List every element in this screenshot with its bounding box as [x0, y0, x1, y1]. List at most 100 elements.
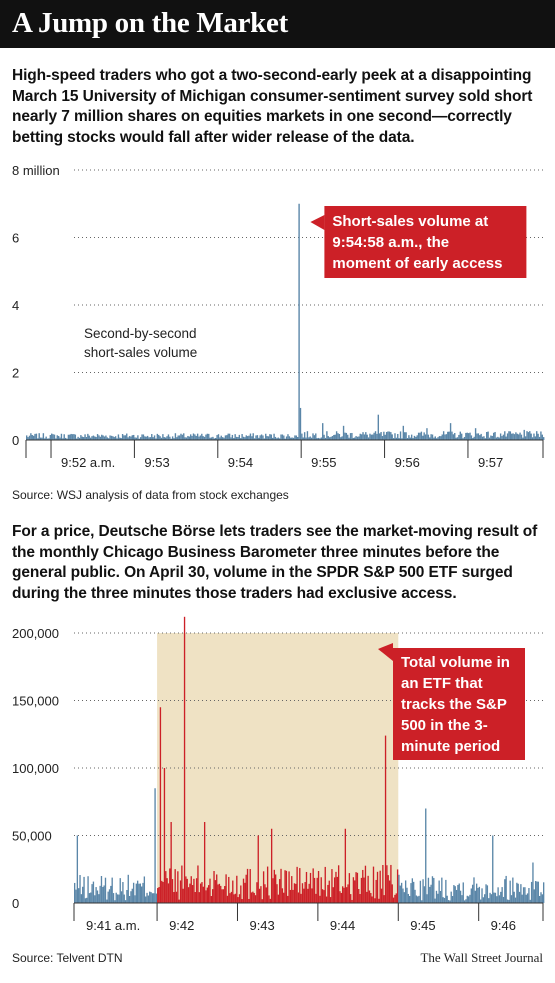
volume-bar — [529, 431, 531, 440]
volume-bar — [344, 828, 347, 903]
volume-bar — [459, 890, 462, 903]
volume-bar — [199, 435, 202, 440]
volume-bar — [362, 869, 364, 903]
volume-bar — [262, 871, 265, 903]
volume-bar — [145, 896, 147, 903]
volume-bar — [524, 436, 527, 440]
volume-bar — [457, 884, 459, 903]
x-tick-label: 9:57 — [478, 455, 503, 470]
volume-bar — [155, 893, 158, 903]
volume-bar — [181, 865, 183, 903]
volume-bar — [89, 437, 92, 440]
intro-text-2: For a price, Deutsche Börse lets traders… — [12, 523, 538, 602]
volume-bar — [221, 889, 223, 903]
volume-bar — [378, 898, 380, 903]
volume-bar — [302, 437, 304, 440]
volume-bar — [157, 888, 159, 903]
volume-bar — [102, 435, 104, 440]
volume-bar — [518, 891, 521, 903]
volume-bar — [499, 433, 502, 440]
volume-bar — [402, 425, 405, 440]
volume-bar — [317, 870, 320, 903]
volume-bar — [120, 438, 122, 440]
volume-bar — [52, 434, 54, 440]
volume-bar — [326, 431, 328, 440]
volume-bar — [495, 437, 498, 440]
volume-bar — [100, 876, 103, 903]
volume-bar — [536, 881, 538, 903]
volume-bar — [147, 895, 150, 903]
volume-bar — [260, 886, 262, 903]
volume-bar — [149, 891, 151, 903]
volume-bar — [217, 434, 220, 440]
volume-bar — [416, 435, 418, 440]
y-tick-label: 2 — [12, 366, 19, 381]
volume-bar — [88, 893, 91, 903]
volume-bar — [146, 892, 148, 903]
volume-bar — [514, 897, 517, 903]
volume-bar — [433, 437, 435, 440]
volume-bar — [103, 436, 106, 440]
volume-bar — [84, 434, 86, 440]
volume-bar — [515, 432, 517, 440]
volume-bar — [270, 434, 272, 440]
volume-bar — [537, 881, 539, 903]
volume-bar — [241, 899, 243, 903]
volume-bar — [73, 434, 75, 440]
short-sales-volume-chart: 0 2 4 6 8 million 9:52 a.m. 9:53 9:54 9:55 9:56 9:… — [12, 163, 545, 470]
volume-bar — [59, 437, 61, 440]
volume-bar — [138, 438, 140, 440]
y-tick-label: 0 — [12, 433, 19, 448]
volume-bar — [279, 879, 281, 903]
volume-bar — [292, 437, 295, 440]
volume-bar — [116, 438, 118, 440]
volume-bar — [255, 435, 257, 440]
volume-bar — [175, 891, 178, 903]
volume-bar — [248, 435, 250, 440]
volume-bar — [281, 888, 284, 903]
volume-bar — [513, 891, 515, 903]
volume-bar — [426, 428, 428, 440]
volume-bar — [270, 828, 273, 903]
volume-bar — [71, 434, 74, 440]
volume-bar — [295, 435, 298, 440]
volume-bar — [492, 432, 495, 440]
volume-bar — [216, 874, 218, 903]
volume-bar — [325, 896, 328, 903]
volume-bar — [498, 895, 501, 903]
volume-bar — [257, 835, 259, 903]
volume-bar — [120, 891, 123, 903]
volume-bar — [90, 892, 92, 903]
volume-bar — [443, 897, 446, 903]
volume-bar — [444, 434, 446, 440]
y-tick-label: 8 million — [12, 163, 60, 178]
volume-bar — [26, 435, 28, 440]
volume-bar — [473, 877, 475, 903]
volume-bar — [53, 434, 56, 440]
volume-bar — [334, 434, 336, 440]
volume-bar — [278, 438, 281, 440]
volume-bar — [253, 892, 255, 903]
volume-bar — [98, 894, 100, 903]
volume-bar — [441, 877, 443, 903]
volume-bar — [293, 883, 296, 903]
volume-bar — [470, 435, 473, 440]
volume-bar — [287, 434, 289, 440]
volume-bar — [269, 434, 271, 440]
volume-bar — [163, 437, 165, 440]
volume-bar — [212, 889, 214, 903]
x-tick-label: 9:46 — [491, 918, 516, 933]
volume-bar — [417, 432, 420, 440]
volume-bar — [504, 431, 506, 440]
volume-bar — [205, 434, 207, 440]
volume-bar — [110, 885, 112, 903]
volume-bar — [323, 434, 325, 440]
volume-bar — [288, 436, 291, 440]
volume-bar — [150, 892, 152, 903]
volume-bar — [104, 877, 107, 903]
volume-bar — [320, 877, 322, 903]
volume-bar — [37, 438, 39, 440]
volume-bar — [106, 437, 108, 440]
volume-bar — [213, 871, 215, 903]
volume-bar — [471, 884, 474, 903]
